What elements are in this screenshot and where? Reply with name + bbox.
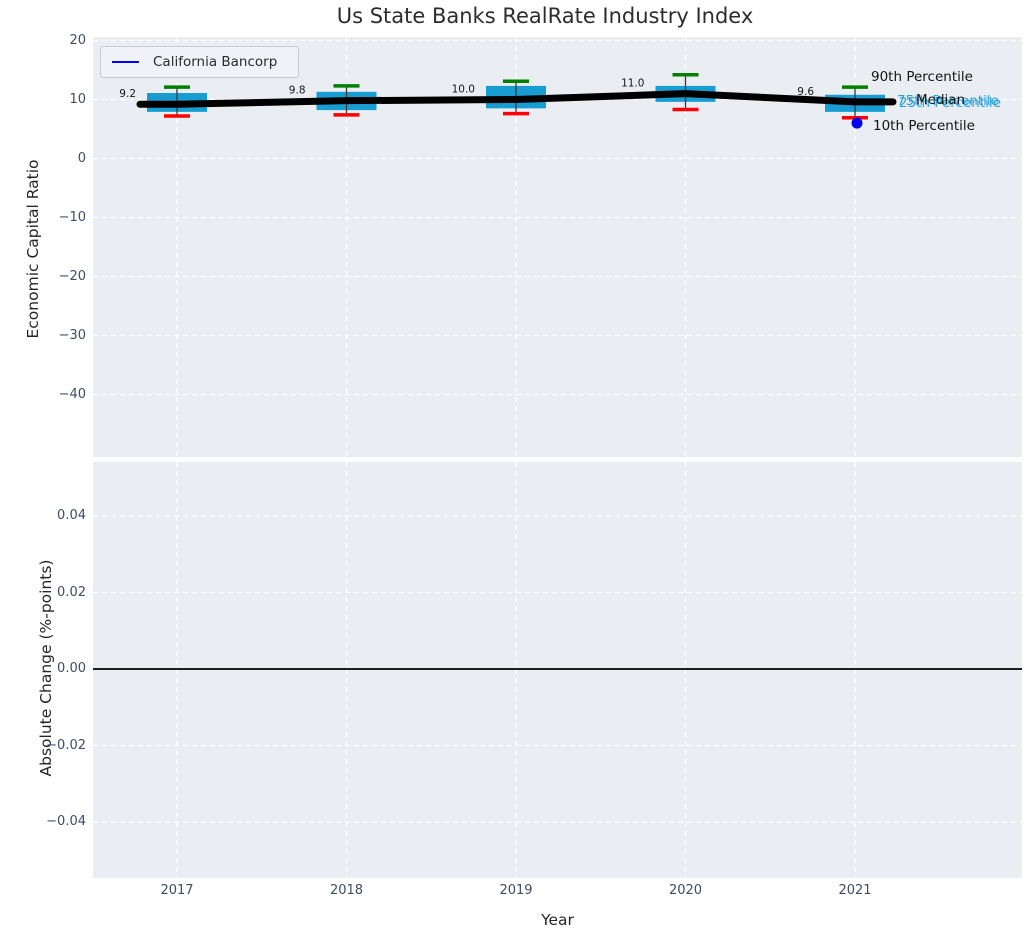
x-tick-label-2017: 2017 (160, 883, 194, 898)
median-annotation-2017: 9.2 (119, 88, 136, 100)
bottom-y-tick-label: 0.02 (57, 584, 86, 600)
label-25th-percentile: 25th Percentile (899, 95, 1001, 111)
bottom-y-tick-label: −0.02 (46, 737, 86, 753)
top-y-tick-label: −20 (58, 268, 86, 284)
bottom-y-tick-label: 0.04 (57, 508, 86, 523)
chart-title: Us State Banks RealRate Industry Index (336, 4, 754, 28)
top-y-tick-label: 10 (69, 91, 86, 107)
x-tick-label-2018: 2018 (329, 883, 364, 898)
x-tick-label-2019: 2019 (499, 883, 533, 898)
bottom-y-tick-label: 0.00 (57, 661, 86, 676)
boxplot-chart: 9.2 9.8 10.0 11.0 9.6 (93, 37, 1022, 457)
top-y-axis-label: Economic Capital Ratio (24, 159, 42, 339)
median-annotation-2020: 11.0 (621, 78, 644, 90)
bottom-axes-absolute-change (93, 462, 1022, 878)
median-line (136, 90, 897, 108)
median-annotation-2018: 9.8 (289, 85, 306, 97)
x-tick-label-2020: 2020 (668, 883, 703, 898)
legend-line-swatch (112, 61, 139, 63)
median-annotation-2019: 10.0 (452, 84, 475, 96)
company-point-marker (851, 117, 863, 129)
legend-label: California Bancorp (153, 54, 278, 70)
x-axis-label: Year (541, 911, 574, 929)
top-y-tick-label: −30 (58, 327, 86, 343)
legend: California Bancorp (100, 46, 299, 78)
top-y-tick-label: 20 (69, 32, 86, 48)
top-axes-economic-capital-ratio: 9.2 9.8 10.0 11.0 9.6 (93, 37, 1022, 457)
absolute-change-chart (93, 462, 1022, 878)
median-annotation-2021: 9.6 (797, 86, 814, 98)
top-y-tick-label: −10 (58, 209, 86, 225)
bottom-y-tick-label: −0.04 (46, 814, 86, 829)
label-75th-percentile: 75th Percentile (897, 93, 999, 109)
top-y-tick-label: 0 (77, 150, 86, 166)
top-y-tick-label: −40 (58, 386, 86, 402)
label-90th-percentile: 90th Percentile (871, 69, 973, 85)
label-median: Median (916, 92, 966, 108)
label-10th-percentile: 10th Percentile (873, 118, 975, 134)
x-tick-label-2021: 2021 (838, 883, 872, 898)
